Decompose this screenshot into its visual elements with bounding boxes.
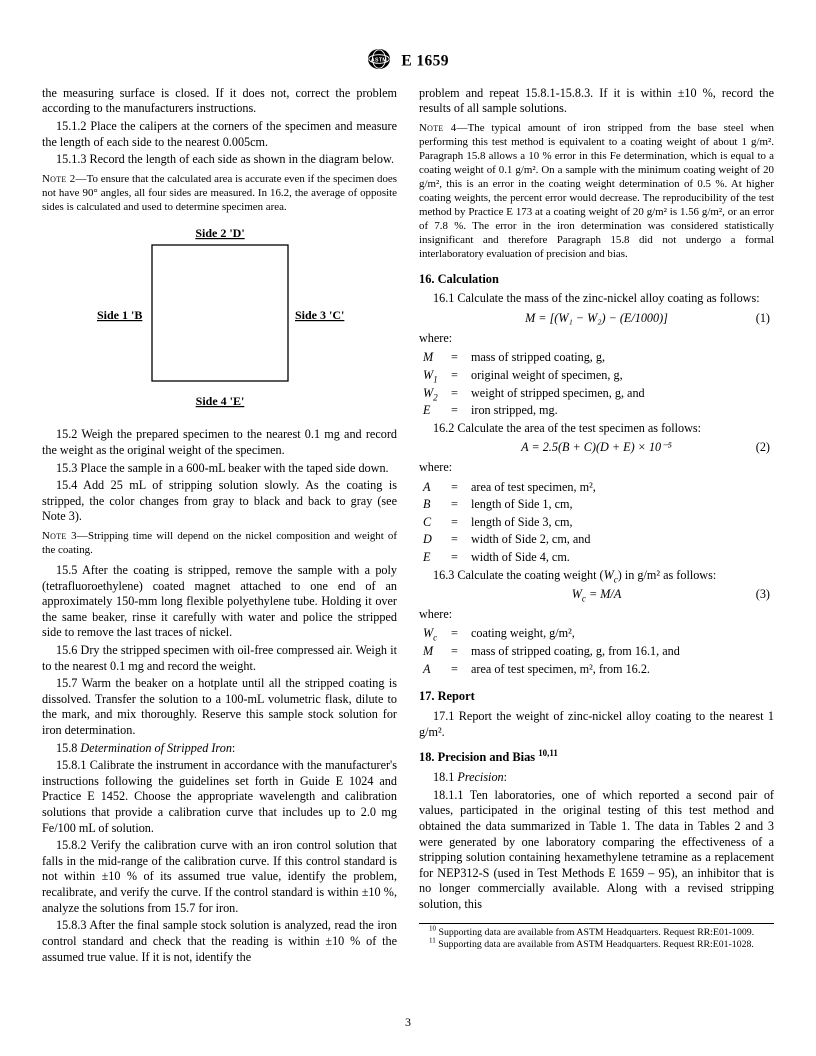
- p16.3a: 16.3 Calculate the coating weight (: [433, 568, 604, 582]
- where-B: length of Side 1, cm,: [469, 497, 598, 513]
- note-2-text: To ensure that the calculated area is ac…: [42, 173, 397, 213]
- para-15.4: 15.4 Add 25 mL of stripping solution slo…: [42, 478, 397, 525]
- page-number: 3: [0, 1015, 816, 1030]
- where-M: mass of stripped coating, g,: [469, 350, 647, 366]
- heading-16: 16. Calculation: [419, 272, 774, 288]
- where-A2: area of test specimen, m², from 16.2.: [469, 662, 682, 678]
- para-15.6: 15.6 Dry the stripped specimen with oil-…: [42, 643, 397, 674]
- heading-18-text: 18. Precision and Bias: [419, 750, 538, 764]
- eq3-num: (3): [756, 587, 770, 603]
- para-15.8-head: Determination of Stripped Iron: [80, 741, 232, 755]
- para-15.8: 15.8 Determination of Stripped Iron:: [42, 741, 397, 757]
- para-18.1-head: Precision: [457, 770, 503, 784]
- where-E: iron stripped, mg.: [469, 403, 647, 419]
- where-Wc: coating weight, g/m²,: [469, 626, 682, 642]
- heading-18-sup: 10,11: [538, 748, 558, 758]
- designation-number: E 1659: [401, 52, 449, 69]
- where-M2: mass of stripped coating, g, from 16.1, …: [469, 644, 682, 660]
- fn10-text: Supporting data are available from ASTM …: [436, 927, 754, 938]
- note-3: Note 3—Stripping time will depend on the…: [42, 530, 397, 558]
- specimen-diagram: Side 2 'D' Side 1 'B Side 3 'C' Side 4 '…: [42, 223, 397, 418]
- note-4: Note 4—The typical amount of iron stripp…: [419, 122, 774, 262]
- diagram-side4-label: Side 4 'E': [195, 394, 244, 408]
- where-A: area of test specimen, m²,: [469, 480, 598, 496]
- fn11-text: Supporting data are available from ASTM …: [436, 939, 754, 950]
- para-16.2: 16.2 Calculate the area of the test spec…: [419, 421, 774, 437]
- note-label: Note 2—: [42, 173, 87, 185]
- where-table-1: M=mass of stripped coating, g, W1=origin…: [419, 348, 649, 420]
- footnote-11: 11 Supporting data are available from AS…: [419, 939, 774, 952]
- where-C: length of Side 3, cm,: [469, 515, 598, 531]
- note-label: Note 3—: [42, 530, 88, 542]
- para-15.1.3: 15.1.3 Record the length of each side as…: [42, 152, 397, 168]
- equation-1: M = [(W₁ − W₂) − (E/1000)] (1): [419, 311, 774, 327]
- p16.3b: ) in g/m² as follows:: [618, 568, 716, 582]
- note-3-text: Stripping time will depend on the nickel…: [42, 530, 397, 556]
- para-15.1.2: 15.1.2 Place the calipers at the corners…: [42, 119, 397, 150]
- para-15.8.1: 15.8.1 Calibrate the instrument in accor…: [42, 758, 397, 836]
- footnotes: 10 Supporting data are available from AS…: [419, 923, 774, 952]
- where-E2: width of Side 4, cm.: [469, 550, 598, 566]
- heading-18: 18. Precision and Bias 10,11: [419, 750, 774, 766]
- heading-17: 17. Report: [419, 689, 774, 705]
- para-18.1.1: 18.1.1 Ten laboratories, one of which re…: [419, 788, 774, 913]
- equation-3: Wc = M/A (3): [419, 587, 774, 603]
- para-15.5: 15.5 After the coating is stripped, remo…: [42, 563, 397, 641]
- where-table-2: A=area of test specimen, m², B=length of…: [419, 478, 600, 568]
- para-18.1: 18.1 Precision:: [419, 770, 774, 786]
- where-table-3: Wc=coating weight, g/m², M=mass of strip…: [419, 624, 684, 679]
- where-2: where:: [419, 460, 774, 476]
- page-header: ASTM E 1659: [0, 0, 816, 76]
- body-columns: the measuring surface is closed. If it d…: [0, 76, 816, 996]
- para-15.7: 15.7 Warm the beaker on a hotplate until…: [42, 676, 397, 738]
- where-W2: weight of stripped specimen, g, and: [469, 386, 647, 402]
- where-W1: original weight of specimen, g,: [469, 368, 647, 384]
- note-label: Note 4—: [419, 122, 468, 134]
- footnote-10: 10 Supporting data are available from AS…: [419, 927, 774, 940]
- eq2-body: A = 2.5(B + C)(D + E) × 10⁻⁵: [521, 440, 672, 454]
- where-1: where:: [419, 331, 774, 347]
- para-15.8.3-cont: problem and repeat 15.8.1-15.8.3. If it …: [419, 86, 774, 117]
- equation-2: A = 2.5(B + C)(D + E) × 10⁻⁵ (2): [419, 440, 774, 456]
- astm-logo-icon: ASTM: [367, 48, 391, 76]
- eq2-num: (2): [756, 440, 770, 456]
- eq1-body: M = [(W₁ − W₂) − (E/1000)]: [525, 311, 668, 325]
- para-15.8.2: 15.8.2 Verify the calibration curve with…: [42, 838, 397, 916]
- para-16.3: 16.3 Calculate the coating weight (Wc) i…: [419, 568, 774, 584]
- para-15.1.1-cont: the measuring surface is closed. If it d…: [42, 86, 397, 117]
- diagram-side1-label: Side 1 'B: [97, 308, 142, 322]
- eq3-body: Wc = M/A: [572, 587, 622, 601]
- note-2: Note 2—To ensure that the calculated are…: [42, 173, 397, 215]
- eq1-num: (1): [756, 311, 770, 327]
- note-4-text: The typical amount of iron stripped from…: [419, 122, 774, 260]
- where-D: width of Side 2, cm, and: [469, 532, 598, 548]
- para-16.1: 16.1 Calculate the mass of the zinc-nick…: [419, 291, 774, 307]
- where-3: where:: [419, 607, 774, 623]
- diagram-side3-label: Side 3 'C': [295, 308, 344, 322]
- para-17.1: 17.1 Report the weight of zinc-nickel al…: [419, 709, 774, 740]
- para-15.3: 15.3 Place the sample in a 600-mL beaker…: [42, 461, 397, 477]
- para-15.2: 15.2 Weigh the prepared specimen to the …: [42, 427, 397, 458]
- para-15.8.3: 15.8.3 After the final sample stock solu…: [42, 918, 397, 965]
- diagram-side2-label: Side 2 'D': [195, 226, 244, 240]
- svg-text:ASTM: ASTM: [371, 58, 387, 64]
